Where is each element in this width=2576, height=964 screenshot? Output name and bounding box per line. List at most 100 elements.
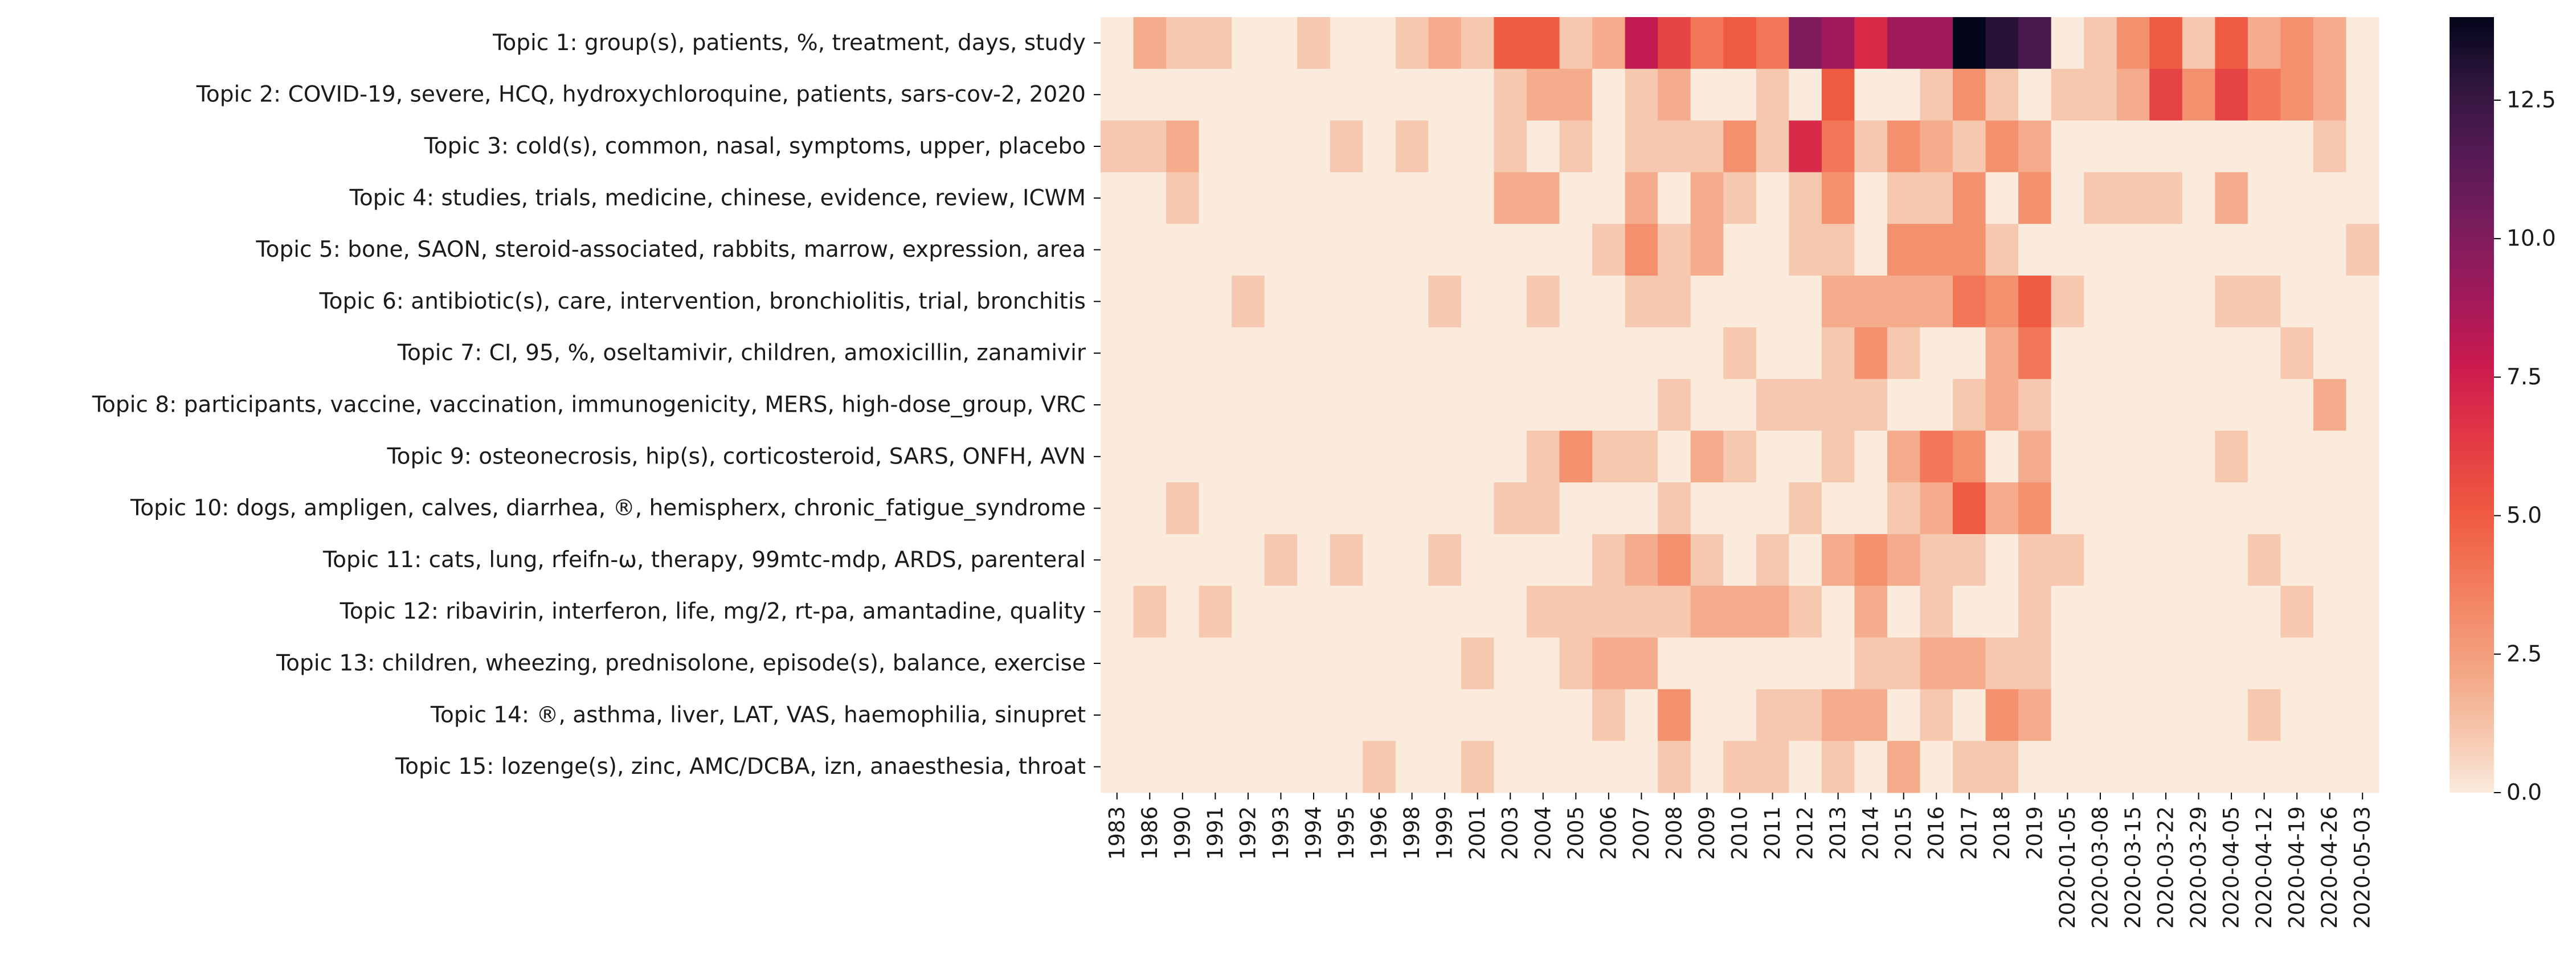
heatmap-cell (1658, 379, 1691, 431)
heatmap-cell (1527, 224, 1560, 276)
heatmap-cell (1854, 430, 1888, 483)
heatmap-cell (1264, 224, 1298, 276)
heatmap-cell (2346, 327, 2379, 380)
heatmap-cell (1363, 224, 1396, 276)
heatmap-cell (1264, 741, 1298, 793)
heatmap-cell (1297, 172, 1331, 224)
heatmap-cell (1592, 68, 1626, 121)
heatmap-cell (1985, 120, 2019, 173)
heatmap-cell (1264, 172, 1298, 224)
heatmap-cell (1133, 585, 1167, 638)
heatmap-cell (1854, 534, 1888, 586)
heatmap-cell (1527, 689, 1560, 741)
heatmap-cell (1428, 689, 1462, 741)
heatmap-cell (1330, 17, 1363, 69)
heatmap-cell (1821, 585, 1855, 638)
heatmap-cell (2182, 379, 2215, 431)
x-tick-label: 2020-04-26 (2317, 806, 2342, 929)
heatmap-cell (1789, 637, 1822, 690)
heatmap-cell (1625, 17, 1658, 69)
y-tick-label: Topic 15: lozenge(s), zinc, AMC/DCBA, iz… (395, 754, 1086, 780)
heatmap-cell (1428, 276, 1462, 328)
heatmap-cell (1690, 276, 1724, 328)
heatmap-cell (2084, 741, 2117, 793)
heatmap-cell (1330, 637, 1363, 690)
heatmap-cell (1953, 637, 1986, 690)
heatmap-cell (2149, 68, 2183, 121)
heatmap-cell (1658, 327, 1691, 380)
heatmap-cell (1133, 430, 1167, 483)
heatmap-cell (1101, 120, 1134, 173)
heatmap-cell (2084, 120, 2117, 173)
heatmap-cell (1592, 276, 1626, 328)
heatmap-cell (1166, 120, 1200, 173)
heatmap-cell (2084, 534, 2117, 586)
heatmap-cell (1330, 172, 1363, 224)
heatmap-cell (1658, 276, 1691, 328)
heatmap-cell (2313, 276, 2347, 328)
y-tick-label: Topic 14: ®, asthma, liver, LAT, VAS, ha… (430, 702, 1086, 728)
heatmap-cell (1821, 534, 1855, 586)
heatmap-cell (1985, 327, 2019, 380)
heatmap-cell (1527, 120, 1560, 173)
heatmap-cell (1133, 120, 1167, 173)
heatmap-cell (2313, 534, 2347, 586)
x-tick-label: 2020-05-03 (2350, 806, 2375, 929)
heatmap-cell (2018, 120, 2052, 173)
heatmap-cell (1953, 327, 1986, 380)
heatmap-cell (1297, 534, 1331, 586)
heatmap-cell (1133, 379, 1167, 431)
heatmap-cell (2116, 68, 2150, 121)
heatmap-cell (1428, 224, 1462, 276)
heatmap-cell (1690, 637, 1724, 690)
heatmap-cell (1363, 120, 1396, 173)
heatmap-cell (1461, 689, 1495, 741)
heatmap-cell (1133, 327, 1167, 380)
heatmap-cell (2313, 17, 2347, 69)
heatmap-cell (1690, 482, 1724, 535)
heatmap-cell (1494, 276, 1527, 328)
heatmap-cell (1985, 17, 2019, 69)
heatmap-cell (2018, 172, 2052, 224)
heatmap-cell (1133, 534, 1167, 586)
heatmap-cell (1559, 17, 1593, 69)
heatmap-cell (1625, 379, 1658, 431)
heatmap-cell (1953, 224, 1986, 276)
heatmap-cell (2346, 430, 2379, 483)
heatmap-cell (2051, 741, 2084, 793)
heatmap-cell (1395, 276, 1429, 328)
heatmap-cell (1133, 276, 1167, 328)
heatmap-cell (1395, 17, 1429, 69)
heatmap-cell (2280, 17, 2314, 69)
heatmap-cell (1199, 276, 1232, 328)
heatmap-cell (2280, 224, 2314, 276)
heatmap-cell (2084, 68, 2117, 121)
heatmap-cell (1166, 430, 1200, 483)
heatmap-cell (1723, 276, 1757, 328)
heatmap-cell (2247, 276, 2281, 328)
heatmap-cell (1494, 637, 1527, 690)
heatmap-cell (1199, 585, 1232, 638)
heatmap-cell (2149, 637, 2183, 690)
heatmap-cell (1199, 741, 1232, 793)
heatmap-cell (1756, 534, 1789, 586)
heatmap-cell (2313, 741, 2347, 793)
heatmap-cell (2084, 172, 2117, 224)
heatmap-cell (2247, 327, 2281, 380)
heatmap-cell (1854, 327, 1888, 380)
heatmap-cell (1133, 637, 1167, 690)
heatmap-cell (1297, 430, 1331, 483)
heatmap-cell (2280, 534, 2314, 586)
heatmap-cell (1854, 17, 1888, 69)
heatmap-cell (1232, 379, 1265, 431)
heatmap-cell (2051, 17, 2084, 69)
heatmap-cell (1723, 327, 1757, 380)
heatmap-cell (2215, 637, 2248, 690)
heatmap-cell (2182, 585, 2215, 638)
heatmap-cell (1887, 276, 1921, 328)
x-tick-label: 2019 (2022, 806, 2047, 860)
heatmap-cell (1953, 276, 1986, 328)
heatmap-cell (1887, 741, 1921, 793)
heatmap-cell (1461, 172, 1495, 224)
heatmap-cell (1297, 17, 1331, 69)
